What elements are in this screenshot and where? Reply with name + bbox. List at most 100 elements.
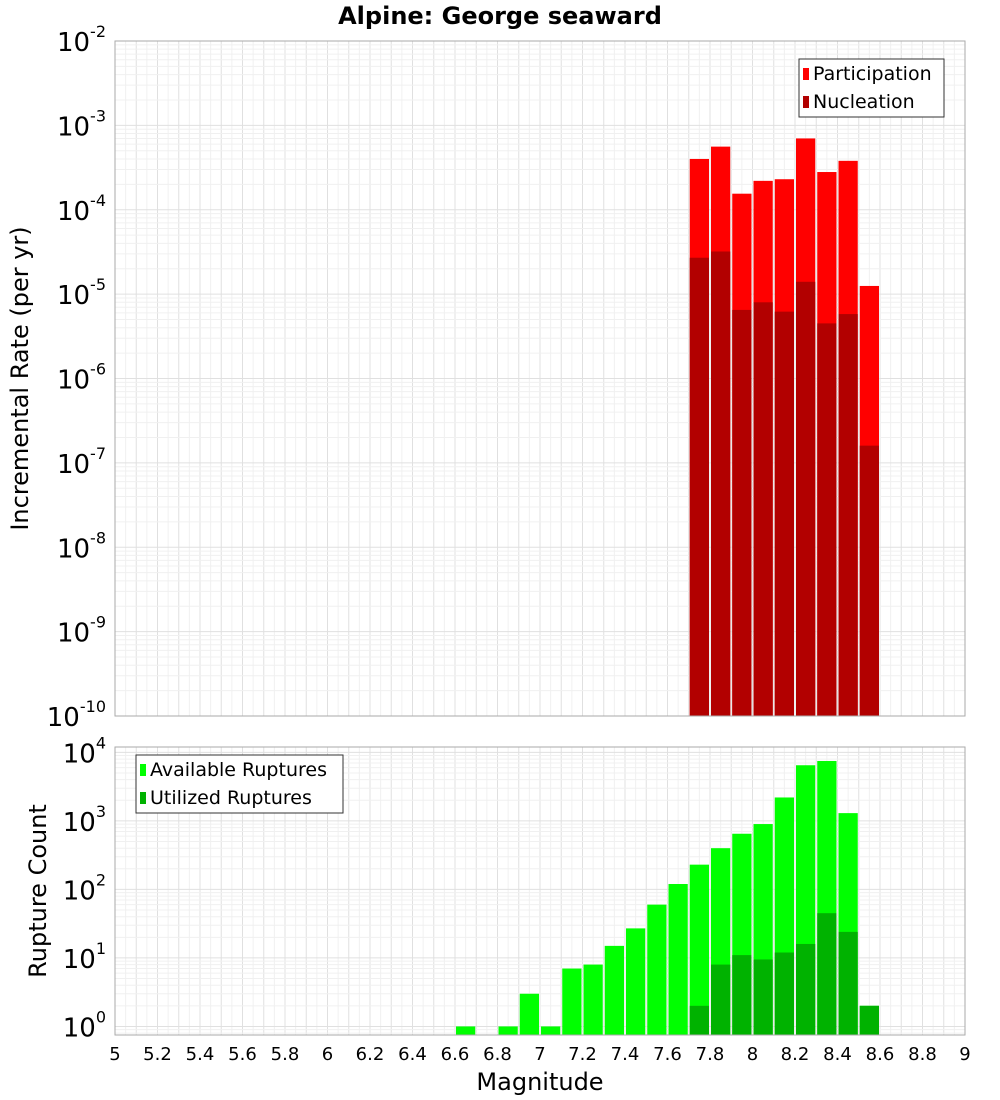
x-tick-label: 6.8 <box>483 1044 512 1065</box>
bar-utilized <box>817 913 837 1035</box>
plot-area-border <box>114 40 966 717</box>
bar-nucleation <box>774 311 794 716</box>
x-tick-label: 9 <box>959 1044 970 1065</box>
y-tick-base: 10 <box>57 28 90 58</box>
x-tick-label: 7.8 <box>696 1044 725 1065</box>
x-tick-label: 5.8 <box>271 1044 300 1065</box>
y-tick-label: 10-2 <box>57 22 106 58</box>
bar-available <box>626 928 646 1035</box>
bar-utilized <box>774 952 794 1035</box>
bar-utilized <box>838 931 858 1035</box>
y-tick-exponent: -2 <box>90 22 106 41</box>
y-tick-exponent: -9 <box>90 613 106 632</box>
legend-swatch-utilized <box>140 792 146 804</box>
y-tick-base: 10 <box>57 450 90 480</box>
y-tick-label: 102 <box>63 870 106 906</box>
legend-swatch-participation <box>803 68 809 80</box>
y-tick-label: 10-3 <box>57 106 106 142</box>
bar-available <box>668 884 688 1035</box>
x-tick-label: 8 <box>747 1044 758 1065</box>
y-tick-label: 103 <box>63 802 106 838</box>
legend: Available Ruptures Utilized Ruptures <box>135 754 344 814</box>
y-tick-exponent: 4 <box>96 733 106 752</box>
bar-available <box>562 968 582 1035</box>
bar-nucleation <box>838 314 858 716</box>
y-tick-label: 10-9 <box>57 613 106 649</box>
y-tick-label: 100 <box>63 1007 106 1043</box>
x-tick-label: 5.6 <box>228 1044 257 1065</box>
bar-utilized <box>753 959 773 1035</box>
legend-label-participation: Participation <box>813 63 932 85</box>
y-tick-base: 10 <box>63 808 96 838</box>
x-axis-title: Magnitude <box>476 1068 603 1096</box>
y-tick-exponent: 3 <box>96 802 106 821</box>
y-tick-base: 10 <box>63 1013 96 1043</box>
x-tick-label: 5.2 <box>143 1044 172 1065</box>
y-tick-exponent: 1 <box>96 939 106 958</box>
y-tick-base: 10 <box>57 112 90 142</box>
x-tick-label: 5 <box>109 1044 120 1065</box>
y-tick-exponent: 2 <box>96 870 106 889</box>
bar-available <box>583 964 603 1035</box>
legend-swatch-nucleation <box>803 96 809 108</box>
y-tick-label: 10-8 <box>57 528 106 564</box>
legend: Participation Nucleation <box>798 58 945 118</box>
plot-area-border <box>114 746 966 1036</box>
x-tick-label: 5.4 <box>186 1044 215 1065</box>
x-tick-label: 7.6 <box>653 1044 682 1065</box>
x-tick-label: 6.2 <box>356 1044 385 1065</box>
y-tick-base: 10 <box>57 534 90 564</box>
y-tick-exponent: -8 <box>90 528 106 547</box>
x-tick-label: 7 <box>534 1044 545 1065</box>
y-tick-base: 10 <box>57 619 90 649</box>
y-tick-base: 10 <box>47 703 80 733</box>
x-tick-label: 7.4 <box>611 1044 640 1065</box>
y-tick-exponent: -6 <box>90 360 106 379</box>
y-tick-label: 101 <box>63 939 106 975</box>
bar-nucleation <box>689 257 709 716</box>
x-tick-label: 6 <box>322 1044 333 1065</box>
y-axis-title: Rupture Count <box>24 804 52 978</box>
bar-available <box>456 1026 476 1035</box>
y-tick-exponent: -3 <box>90 106 106 125</box>
y-tick-label: 104 <box>63 733 106 769</box>
bar-utilized <box>732 955 752 1035</box>
y-tick-label: 10-5 <box>57 275 106 311</box>
chart-title: Alpine: George seaward <box>338 2 662 30</box>
legend-swatch-available <box>140 764 146 776</box>
x-tick-label: 8.4 <box>823 1044 852 1065</box>
y-tick-exponent: 0 <box>96 1007 106 1026</box>
y-tick-base: 10 <box>63 739 96 769</box>
bar-available <box>498 1026 518 1035</box>
y-tick-label: 10-6 <box>57 360 106 396</box>
x-tick-label: 6.6 <box>441 1044 470 1065</box>
bar-utilized <box>711 964 731 1035</box>
x-tick-label: 6.4 <box>398 1044 427 1065</box>
x-tick-label: 7.2 <box>568 1044 597 1065</box>
y-tick-label: 10-4 <box>57 191 106 227</box>
y-tick-base: 10 <box>63 876 96 906</box>
y-tick-exponent: -7 <box>90 444 106 463</box>
bar-available <box>689 864 709 1035</box>
bar-available <box>647 904 667 1035</box>
bar-nucleation <box>753 302 773 716</box>
y-tick-exponent: -4 <box>90 191 106 210</box>
bar-nucleation <box>796 281 816 716</box>
rate-panel: 10-1010-910-810-710-610-510-410-310-2Inc… <box>6 22 966 733</box>
bar-nucleation <box>711 251 731 716</box>
bar-nucleation <box>817 323 837 716</box>
y-axis-title: Incremental Rate (per yr) <box>6 226 34 530</box>
bar-available <box>541 1026 561 1035</box>
bar-nucleation <box>859 445 879 716</box>
legend-box <box>798 58 945 118</box>
legend-box <box>135 754 344 814</box>
bar-utilized <box>689 1005 709 1035</box>
y-tick-base: 10 <box>57 281 90 311</box>
bar-available <box>519 993 539 1035</box>
y-tick-exponent: -5 <box>90 275 106 294</box>
y-tick-exponent: -10 <box>80 697 106 716</box>
legend-label-nucleation: Nucleation <box>813 91 915 113</box>
bar-utilized <box>796 943 816 1035</box>
